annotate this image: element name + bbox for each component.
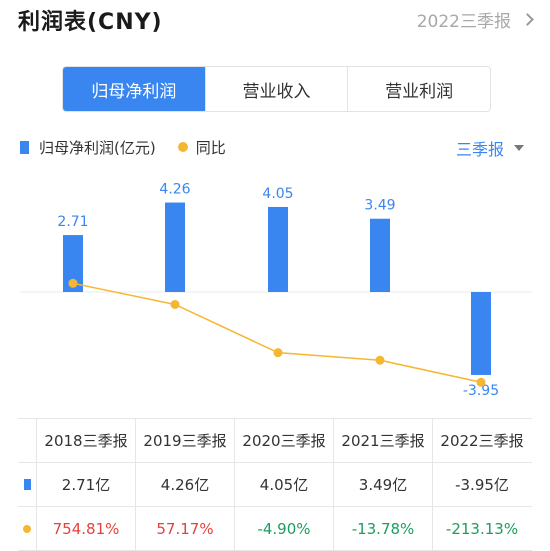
table-cell: 57.17%	[135, 507, 234, 550]
chevron-right-icon	[521, 13, 534, 26]
table-header-cell: 2018三季报	[36, 419, 135, 462]
legend-line-label: 同比	[195, 138, 226, 157]
table-cell: -13.78%	[333, 507, 432, 550]
period-select-label: 三季报	[455, 140, 504, 159]
bar-label: -3.95	[463, 383, 499, 399]
table-header-cell: 2021三季报	[333, 419, 432, 462]
table-cell: 3.49亿	[333, 463, 432, 506]
bar-2020三季报[interactable]	[268, 206, 288, 292]
bar-2022三季报[interactable]	[471, 292, 491, 375]
yoy-point-2021三季报[interactable]	[375, 355, 385, 365]
tab-revenue[interactable]: 营业收入	[204, 67, 348, 111]
tab-net-profit[interactable]: 归母净利润	[63, 67, 205, 111]
table-header-row: 2018三季报 2019三季报 2020三季报 2021三季报 2022三季报	[18, 419, 532, 463]
bar-2021三季报[interactable]	[370, 218, 390, 292]
bar-2019三季报[interactable]	[165, 202, 185, 292]
data-table: 2018三季报 2019三季报 2020三季报 2021三季报 2022三季报 …	[18, 418, 532, 551]
legend-line-marker	[177, 142, 188, 152]
caret-down-icon	[514, 145, 524, 151]
table-cell: -213.13%	[432, 507, 531, 550]
yoy-point-2018三季报[interactable]	[68, 278, 78, 288]
yoy-line	[72, 282, 482, 384]
yoy-row-marker	[23, 524, 31, 533]
bar-label: 2.71	[57, 214, 88, 230]
tab-operating-profit[interactable]: 营业利润	[347, 67, 490, 111]
table-header-cell: 2022三季报	[432, 419, 531, 462]
legend-bar-marker	[20, 140, 29, 154]
table-cell: 4.05亿	[234, 463, 333, 506]
metric-tabs: 归母净利润 营业收入 营业利润	[62, 66, 491, 112]
header: 利润表(CNY) 2022三季报	[0, 0, 550, 44]
table-cell: 754.81%	[36, 507, 135, 550]
yoy-point-2022三季报[interactable]	[476, 377, 486, 387]
period-link-label: 2022三季报	[416, 12, 511, 32]
period-link[interactable]: 2022三季报	[417, 7, 536, 32]
profit-row-marker-cell	[18, 463, 36, 506]
table-cell: -3.95亿	[432, 463, 531, 506]
bar-2018三季报[interactable]	[63, 235, 83, 292]
page-title: 利润表(CNY)	[18, 10, 163, 35]
yoy-point-2019三季报[interactable]	[170, 299, 180, 309]
legend-bar-label: 归母净利润(亿元)	[39, 138, 156, 157]
yoy-point-2020三季报[interactable]	[273, 348, 283, 358]
table-header-cell: 2019三季报	[135, 419, 234, 462]
bar-label: 3.49	[364, 198, 395, 214]
table-cell: 4.26亿	[135, 463, 234, 506]
table-row-yoy: 754.81% 57.17% -4.90% -13.78% -213.13%	[18, 507, 532, 551]
profit-chart: 2.71 4.26 4.05 3.49 -3.95	[20, 182, 532, 399]
period-select[interactable]: 三季报	[456, 136, 524, 160]
bar-label: 4.26	[159, 182, 190, 198]
table-row-profit: 2.71亿 4.26亿 4.05亿 3.49亿 -3.95亿	[18, 463, 532, 507]
yoy-row-marker-cell	[18, 507, 36, 550]
profit-row-marker	[23, 479, 31, 490]
table-header-cell: 2020三季报	[234, 419, 333, 462]
table-corner-cell	[18, 419, 36, 462]
table-cell: -4.90%	[234, 507, 333, 550]
table-cell: 2.71亿	[36, 463, 135, 506]
bar-label: 4.05	[262, 186, 293, 202]
chart-legend: 归母净利润(亿元) 同比	[20, 136, 226, 158]
